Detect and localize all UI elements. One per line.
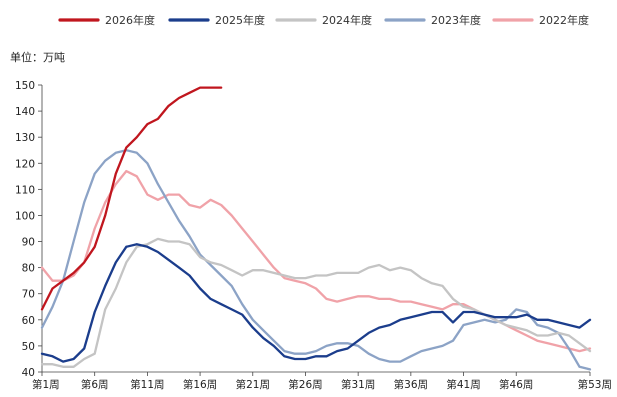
legend: 2026年度 2025年度 2024年度 2023年度 2022年度	[58, 13, 589, 27]
x-tick-label: 第53周	[578, 378, 612, 391]
legend-item: 2023年度	[384, 13, 481, 27]
x-tick-label: 第31周	[341, 378, 375, 391]
x-tick-label: 第6周	[81, 378, 109, 391]
legend-item: 2026年度	[58, 13, 155, 27]
x-tick-label: 第21周	[236, 378, 270, 391]
series-line-2023年度	[40, 149, 592, 371]
legend-label: 2022年度	[539, 13, 589, 27]
series-line-2024年度	[40, 237, 592, 368]
x-tick-label: 第11周	[130, 378, 164, 391]
y-tick-label: 110	[15, 184, 35, 196]
plot-lines	[40, 86, 592, 371]
y-tick-label: 70	[22, 289, 35, 301]
legend-label: 2024年度	[322, 13, 372, 27]
x-tick-label: 第1周	[32, 378, 60, 391]
legend-label: 2025年度	[215, 13, 265, 27]
y-tick-label: 130	[15, 132, 35, 144]
unit-label: 单位：万吨	[10, 50, 65, 64]
x-tick-label: 第26周	[288, 378, 322, 391]
y-tick-label: 40	[22, 367, 35, 379]
legend-label: 2023年度	[431, 13, 481, 27]
y-tick-label: 90	[22, 237, 35, 249]
x-tick-label: 第46周	[499, 378, 533, 391]
legend-item: 2024年度	[275, 13, 372, 27]
y-tick-label: 120	[15, 158, 35, 170]
y-tick-label: 100	[15, 210, 35, 222]
x-tick-label: 第36周	[394, 378, 428, 391]
series-line-2022年度	[40, 169, 592, 353]
legend-label: 2026年度	[105, 13, 155, 27]
y-tick-label: 150	[15, 80, 35, 92]
y-tick-label: 60	[22, 315, 35, 327]
y-axis: 40 50 60 70 80 90 100 110 120 130 140 150	[15, 80, 43, 379]
series-line-2025年度	[40, 243, 592, 363]
legend-item: 2022年度	[492, 13, 589, 27]
x-axis: 第1周 第6周 第11周 第16周 第21周 第26周 第31周 第36周 第41周 第46周 第5…	[32, 371, 612, 391]
y-tick-label: 140	[15, 106, 35, 118]
y-tick-label: 50	[22, 341, 35, 353]
x-tick-label: 第41周	[446, 378, 480, 391]
series-line-2026年度	[40, 86, 223, 311]
y-tick-label: 80	[22, 263, 35, 275]
x-tick-label: 第16周	[183, 378, 217, 391]
legend-item: 2025年度	[168, 13, 265, 27]
